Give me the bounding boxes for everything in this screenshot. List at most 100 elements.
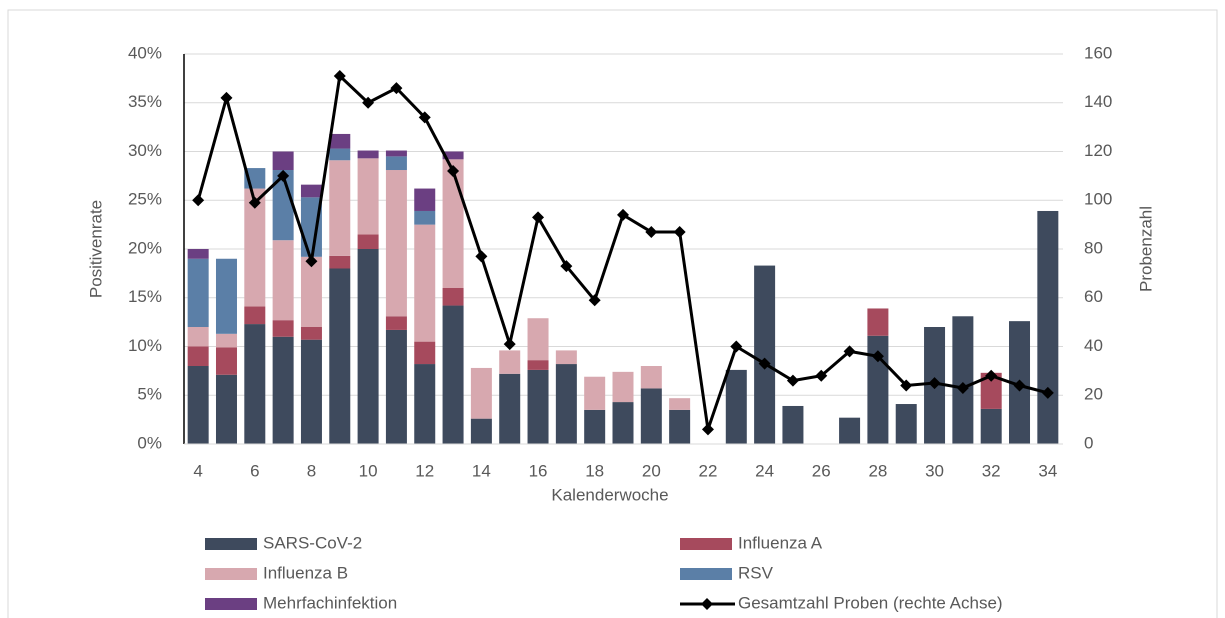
bar-segment (442, 305, 464, 444)
y-tick-label: 15% (128, 287, 162, 306)
line-marker (362, 96, 375, 109)
y-tick-label: 25% (128, 190, 162, 209)
legend-label: RSV (738, 563, 774, 582)
x-tick-label: 34 (1038, 461, 1057, 480)
legend-label: Mehrfachinfektion (263, 593, 397, 612)
bar-segment (442, 151, 464, 160)
line-marker (588, 294, 601, 307)
bar-segment (329, 255, 351, 269)
bar-segment (470, 418, 492, 444)
x-tick-label: 4 (193, 461, 202, 480)
line-marker (305, 255, 318, 268)
bar-segment (442, 159, 464, 288)
line-marker (418, 111, 431, 124)
y-tick-label: 30% (128, 141, 162, 160)
x-tick-label: 26 (812, 461, 831, 480)
bar-segment (584, 409, 606, 444)
bar-segment (839, 417, 861, 444)
bar-segment (414, 364, 436, 444)
bar-segment (187, 346, 209, 366)
legend-swatch (680, 538, 732, 550)
bar-segment (527, 318, 549, 361)
legend-swatch (205, 598, 257, 610)
legend-swatch (205, 568, 257, 580)
bar-segment (300, 256, 322, 327)
legend-swatch (680, 568, 732, 580)
bar-segment (555, 350, 577, 365)
bar-segment (555, 364, 577, 444)
bar-segment (215, 374, 237, 444)
y-tick-label: 20% (128, 238, 162, 257)
line-marker (871, 350, 884, 363)
bar-segment (187, 327, 209, 347)
line-marker (248, 196, 261, 209)
x-tick-label: 6 (250, 461, 259, 480)
bar-segment (442, 288, 464, 306)
line-marker (928, 377, 941, 390)
y2-tick-label: 120 (1084, 141, 1112, 160)
bar-segment (385, 316, 407, 330)
bar-segment (385, 329, 407, 444)
bar-segment (215, 347, 237, 375)
bar-segment (329, 160, 351, 256)
bar-segment (895, 404, 917, 444)
line-marker (503, 338, 516, 351)
bar-segment (754, 265, 776, 444)
line-marker (333, 69, 346, 82)
bar-segment (782, 405, 804, 444)
x-tick-label: 10 (359, 461, 378, 480)
line-marker (843, 345, 856, 358)
x-tick-label: 18 (585, 461, 604, 480)
bar-segment (725, 369, 747, 444)
bar-segment (669, 398, 691, 410)
bar-segment (187, 366, 209, 444)
line-marker (447, 165, 460, 177)
bar-segment (640, 388, 662, 444)
y2-tick-label: 160 (1084, 43, 1112, 62)
x-tick-label: 22 (699, 461, 718, 480)
line-marker (701, 423, 714, 436)
line-marker (645, 225, 658, 238)
line-marker (532, 211, 545, 224)
line-marker (617, 208, 629, 221)
line-marker (1013, 379, 1026, 392)
y-tick-label: 10% (128, 336, 162, 355)
y2-tick-label: 140 (1084, 92, 1112, 111)
bar-segment (357, 150, 379, 159)
bar-segment (640, 366, 662, 389)
bar-segment (187, 258, 209, 327)
bar-segment (584, 376, 606, 410)
y-tick-label: 5% (137, 385, 162, 404)
legend-label: Influenza B (263, 563, 348, 582)
bar-segment (357, 234, 379, 249)
legend-label: Influenza A (738, 533, 823, 552)
bar-segment (357, 249, 379, 444)
bar-segment (385, 170, 407, 317)
bar-segment (329, 268, 351, 444)
bar-segment (215, 258, 237, 334)
y2-tick-label: 80 (1084, 238, 1103, 257)
x-axis-label: Kalenderwoche (551, 485, 668, 504)
bar-segment (867, 308, 889, 336)
line-marker (560, 260, 573, 273)
y-axis-label: Positivenrate (86, 200, 105, 298)
x-tick-label: 12 (415, 461, 434, 480)
x-tick-label: 14 (472, 461, 491, 480)
y2-tick-label: 60 (1084, 287, 1103, 306)
line-marker (220, 91, 233, 104)
bar-segment (300, 184, 322, 198)
y-tick-label: 35% (128, 92, 162, 111)
bar-segment (272, 320, 294, 337)
chart-frame (7, 9, 1218, 618)
y-tick-label: 0% (137, 433, 162, 452)
bar-segment (272, 151, 294, 171)
legend-label: Gesamtzahl Proben (rechte Achse) (738, 593, 1003, 612)
bar-segment (414, 188, 436, 211)
x-tick-label: 30 (925, 461, 944, 480)
bar-segment (470, 367, 492, 419)
bar-segment (952, 316, 974, 444)
bar-segment (272, 336, 294, 444)
bar-segment (300, 339, 322, 444)
line-marker (730, 340, 743, 353)
line-marker (390, 82, 403, 95)
